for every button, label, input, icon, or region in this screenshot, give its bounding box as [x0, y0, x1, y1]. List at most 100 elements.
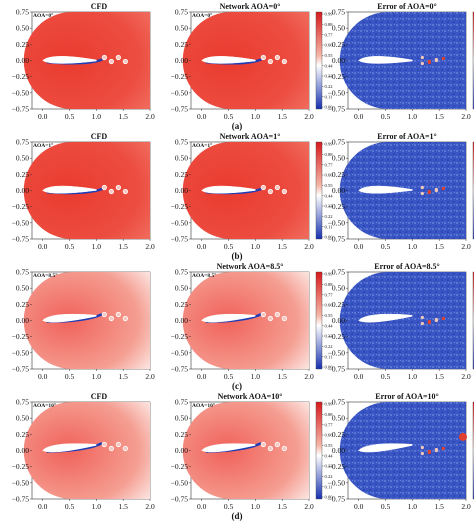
airfoil [42, 443, 97, 453]
x-tick-label: 2.0 [461, 372, 471, 381]
wake-vortex [108, 188, 114, 195]
y-tick-label: −0.25 [328, 332, 346, 341]
airfoil [358, 56, 413, 64]
network-panel: Network AOA=8.5°AOA=8.5°0.750.500.250.00… [171, 262, 334, 381]
panel-title: Error of AOA=1° [377, 132, 436, 141]
y-tick-label: −0.25 [328, 202, 346, 211]
x-tick-label: 2.0 [304, 502, 314, 511]
error-hotspot [459, 432, 467, 441]
x-tick-label: 0.5 [65, 242, 75, 251]
y-tick-label: −0.25 [12, 202, 30, 211]
airfoil [358, 185, 413, 194]
y-tick-label: 0.00 [16, 186, 29, 195]
y-tick-label: 0.50 [16, 284, 29, 293]
y-tick-label: 0.50 [16, 24, 29, 33]
cfd-panel: CFD AOA=10° 0.75 0.50 0.25 0.00 −0.25 −0.50 −0.7… [12, 392, 155, 511]
y-tick-label: −0.75 [328, 495, 346, 504]
y-tick-label: 0.25 [332, 300, 345, 309]
x-tick-label: 0.5 [381, 502, 391, 511]
colorbar-label: 0.77 [325, 32, 334, 37]
y-tick-label: 0.25 [16, 430, 29, 439]
aoa-label: AOA=8.5° [33, 272, 57, 279]
wake-vortex [260, 441, 266, 448]
colorbar-label: 0.77 [325, 292, 334, 297]
flow-field [182, 272, 309, 369]
wake-vortex [260, 184, 266, 191]
y-tick-label: 0.25 [16, 170, 29, 179]
y-tick-label: 0.50 [16, 414, 29, 423]
wake-vortex [281, 315, 287, 322]
row-caption: (c) [232, 381, 242, 391]
x-tick-label: 2.0 [304, 372, 314, 381]
colorbar-label: 0.22 [325, 84, 334, 89]
x-tick-label: 1.0 [251, 502, 261, 511]
y-tick-label: −0.50 [12, 348, 30, 357]
wake-vortex [267, 315, 273, 322]
error-hotspot [441, 316, 445, 321]
y-tick-label: 0.50 [175, 24, 188, 33]
colorbar [315, 401, 323, 500]
y-tick-label: 0.00 [16, 446, 29, 455]
colorbar-label: 0.99 [325, 402, 334, 407]
colorbar-label: 0.00 [325, 235, 334, 240]
colorbar-label: 0.55 [325, 53, 334, 58]
error-hotspot [434, 447, 438, 452]
colorbar-label: 0.11 [325, 94, 334, 99]
x-tick-label: 0.5 [381, 242, 391, 251]
colorbar [315, 271, 323, 370]
airfoil [42, 185, 97, 194]
x-tick-label: 0.5 [224, 372, 234, 381]
x-tick-label: 1.5 [277, 242, 287, 251]
x-tick-label: 1.0 [92, 112, 102, 121]
y-tick-label: 0.75 [332, 398, 345, 407]
y-tick-label: −0.50 [328, 478, 346, 487]
x-tick-label: 0.0 [354, 242, 364, 251]
wake-vortex [122, 58, 128, 65]
airfoil [358, 313, 413, 323]
figure-row: CFD AOA=0° 0.75 0.50 0.25 0.00 −0.25 −0.50 −0.75… [12, 2, 474, 131]
x-tick-label: 1.0 [92, 372, 102, 381]
x-tick-label: 1.0 [251, 242, 261, 251]
aoa-label: AOA=1° [192, 142, 212, 149]
wake-vortex [108, 445, 114, 452]
error-hotspot [420, 315, 424, 320]
error-panel: Error of AOA=1° 0.75 0.50 0.25 0.00 −0.25 −0.5… [328, 132, 474, 251]
x-tick-label: 2.0 [461, 112, 471, 121]
error-hotspot [420, 55, 424, 60]
wake-vortex [267, 188, 273, 195]
wake-vortex [260, 311, 266, 318]
colorbar-label: 0.44 [325, 453, 334, 458]
wake-vortex [115, 311, 121, 318]
y-tick-label: 0.00 [175, 316, 188, 325]
y-tick-label: −0.75 [328, 105, 346, 114]
flow-field [23, 272, 150, 369]
colorbar-label: 0.88 [325, 22, 334, 27]
colorbar-label: 0.66 [325, 303, 334, 308]
y-tick-label: −0.50 [12, 478, 30, 487]
y-tick-label: 0.00 [332, 446, 345, 455]
colorbar-label: 0.44 [325, 323, 334, 328]
x-tick-label: 1.5 [118, 242, 128, 251]
x-tick-label: 0.0 [197, 502, 207, 511]
y-tick-label: 0.25 [175, 170, 188, 179]
x-tick-label: 0.5 [65, 502, 75, 511]
wake-vortex [274, 441, 280, 448]
panel-title: Network AOA=1° [220, 132, 281, 141]
wake-vortex [115, 184, 121, 191]
error-hotspot [434, 57, 438, 62]
y-tick-label: −0.50 [328, 348, 346, 357]
x-tick-label: 1.0 [408, 242, 418, 251]
error-hotspot [420, 451, 424, 456]
y-tick-label: 0.75 [332, 138, 345, 147]
y-tick-label: 0.25 [16, 300, 29, 309]
y-tick-label: 0.75 [16, 138, 29, 147]
colorbar-label: 0.33 [325, 204, 334, 209]
colorbar-label: 0.66 [325, 43, 334, 48]
colorbar-label: 0.88 [325, 412, 334, 417]
aoa-label: AOA=10° [192, 402, 215, 409]
wake-vortex [281, 445, 287, 452]
y-tick-label: −0.25 [171, 72, 189, 81]
colorbar-label: 0.22 [325, 474, 334, 479]
x-tick-label: 2.0 [145, 112, 155, 121]
colorbar-label: 0.33 [325, 74, 334, 79]
